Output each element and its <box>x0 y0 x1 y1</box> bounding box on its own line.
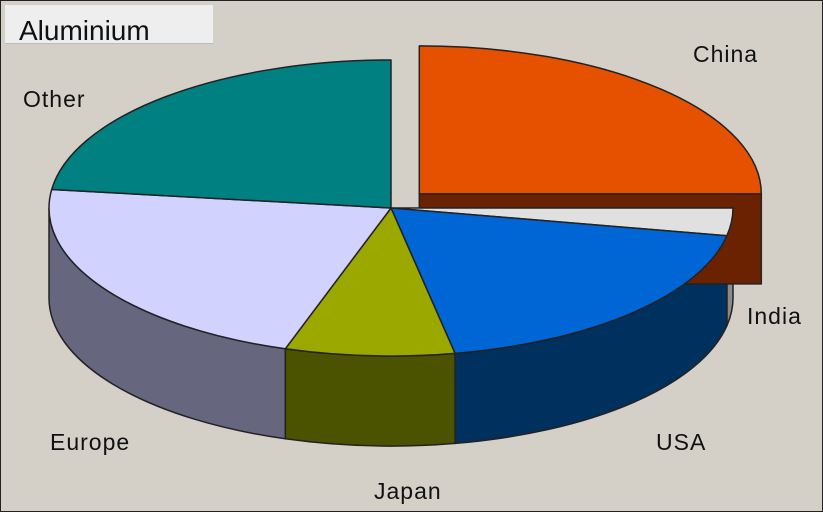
label-europe: Europe <box>50 429 131 455</box>
chart-title: Aluminium <box>19 15 150 46</box>
label-other: Other <box>23 86 86 112</box>
label-india: India <box>747 303 802 329</box>
side-japan <box>284 347 456 447</box>
label-usa: USA <box>656 429 707 455</box>
label-japan: Japan <box>374 478 442 504</box>
slice-europe <box>48 188 392 350</box>
slice-other <box>50 59 392 209</box>
slice-japan <box>284 207 456 357</box>
label-china: China <box>693 41 759 67</box>
slice-usa <box>390 207 728 355</box>
slice-china <box>418 45 763 195</box>
title-box: Aluminium <box>5 5 213 46</box>
